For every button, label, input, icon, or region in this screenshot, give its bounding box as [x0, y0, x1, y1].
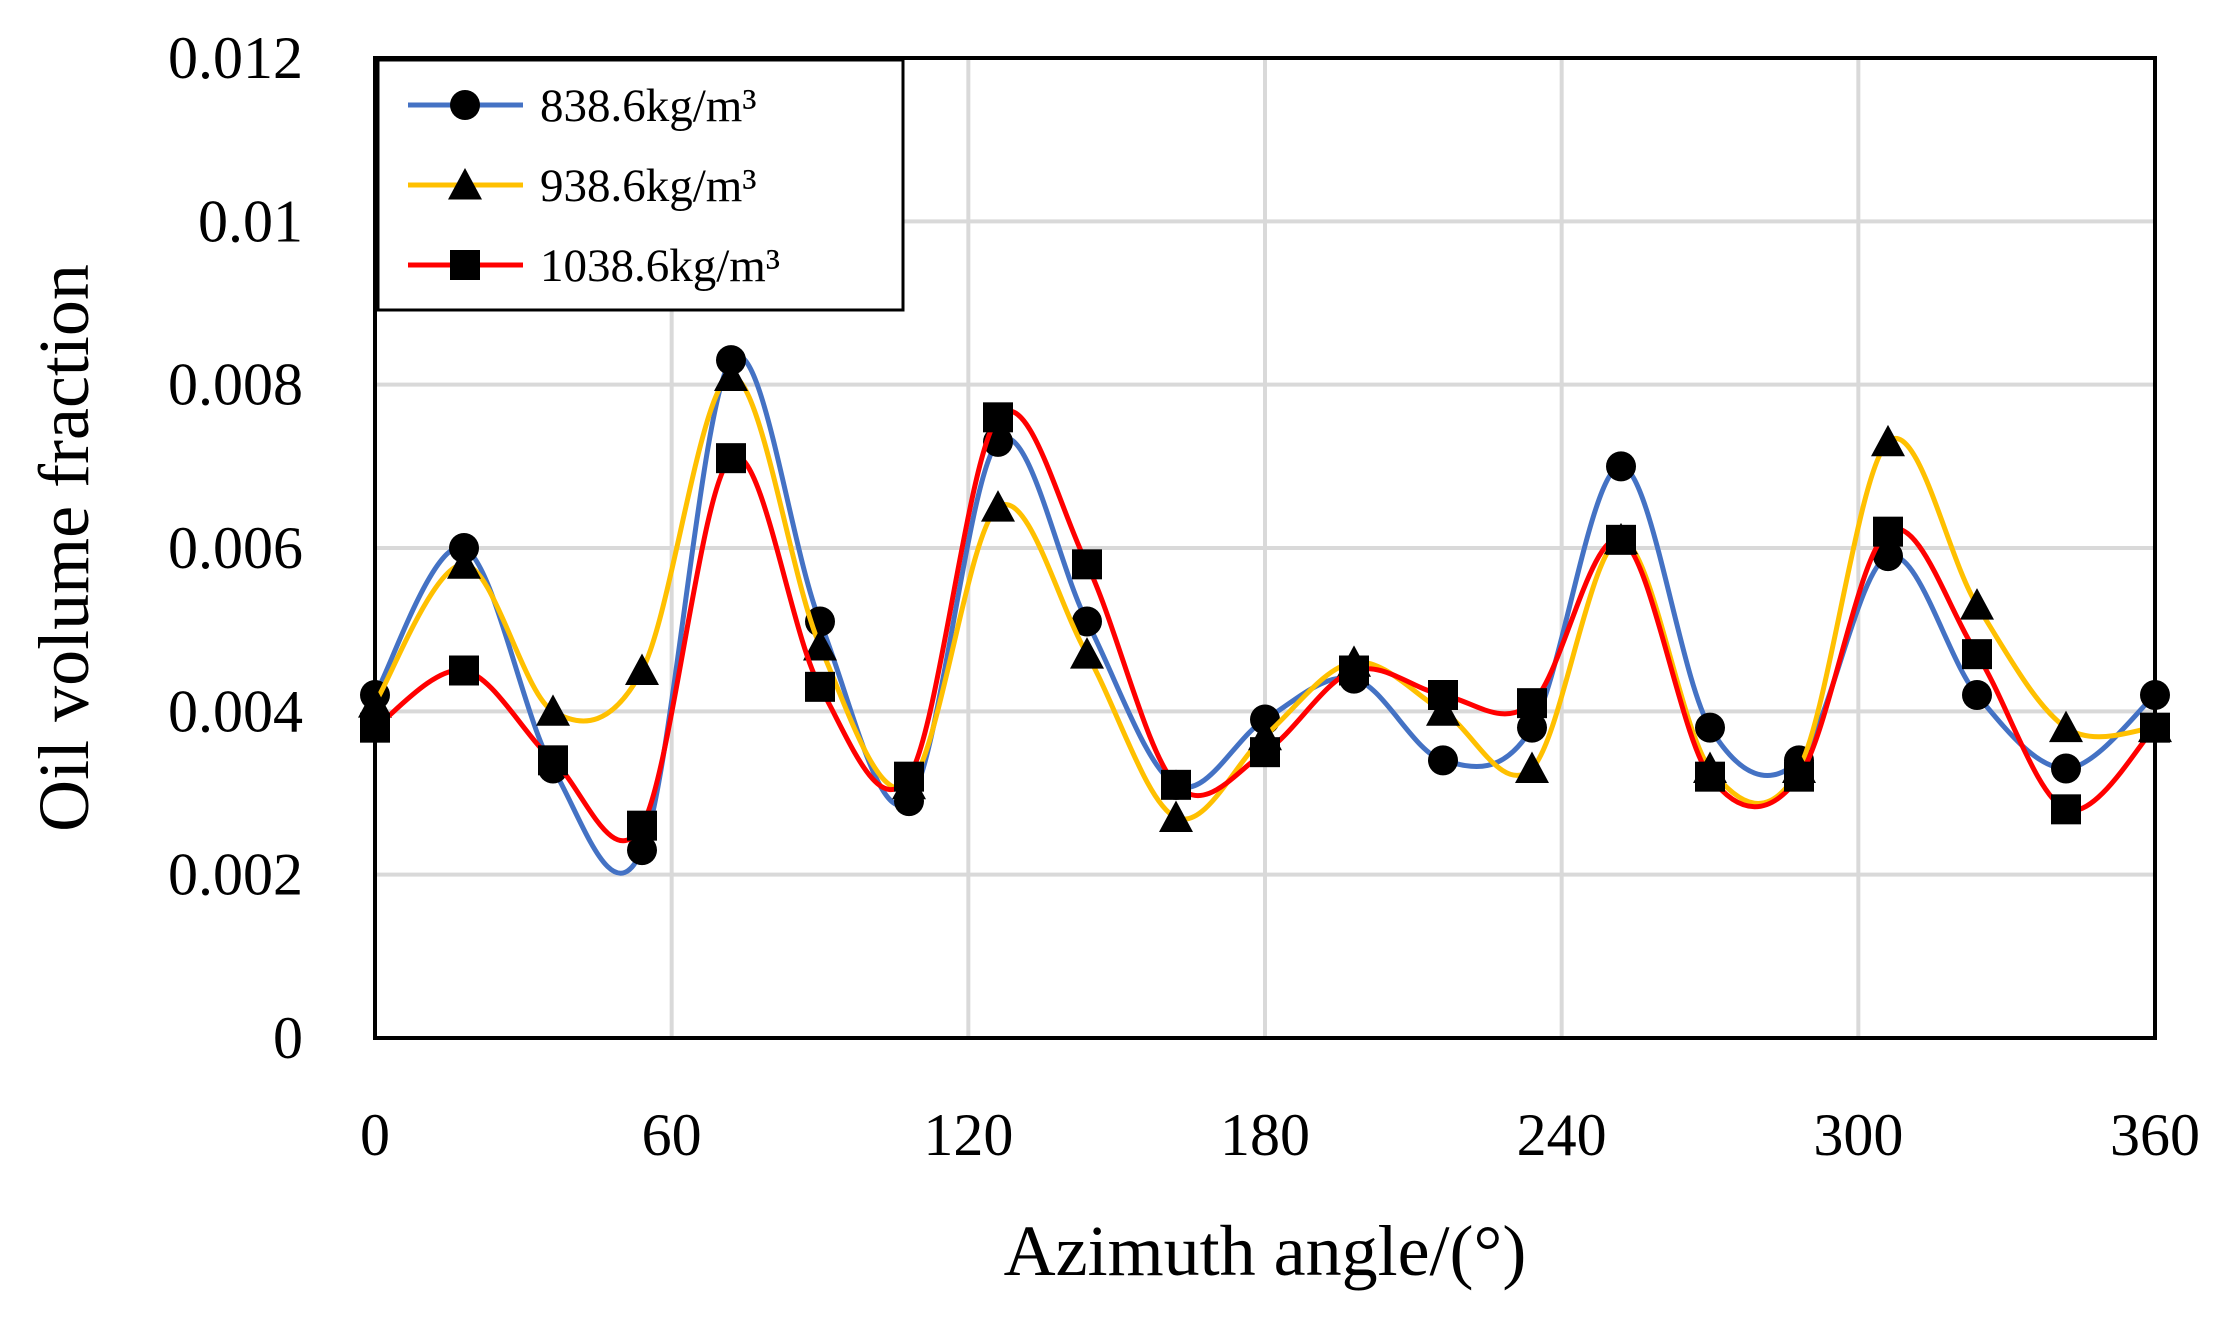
- data-point-square: [983, 402, 1013, 433]
- data-point-triangle: [1070, 637, 1104, 669]
- x-tick-label: 0: [360, 1102, 390, 1168]
- x-axis-title: Azimuth angle/(°): [1004, 1211, 1527, 1291]
- data-point-triangle: [1871, 424, 1905, 457]
- data-point-square: [627, 810, 657, 841]
- data-point-circle: [1873, 541, 1903, 572]
- data-point-circle: [1962, 680, 1992, 710]
- data-point-triangle: [2049, 710, 2083, 743]
- data-point-circle: [1695, 712, 1725, 743]
- data-point-square: [449, 655, 479, 686]
- plot-frame: [373, 56, 2157, 1040]
- data-point-triangle: [803, 629, 837, 661]
- y-tick-label: 0: [273, 1005, 303, 1071]
- data-point-triangle: [1159, 800, 1193, 832]
- legend-item: 938.6kg/m³: [408, 160, 756, 212]
- legend-label: 1038.6kg/m³: [540, 240, 780, 292]
- legend-marker-triangle: [448, 168, 482, 200]
- legend-marker-circle: [450, 90, 480, 120]
- y-tick-label: 0.012: [168, 25, 303, 91]
- y-tick-label: 0.008: [168, 352, 303, 418]
- data-point-square: [1428, 680, 1458, 710]
- x-tick-label: 60: [642, 1102, 702, 1168]
- data-point-triangle: [714, 359, 748, 391]
- x-tick-label: 300: [1813, 1102, 1903, 1168]
- data-point-triangle: [1960, 588, 1994, 620]
- data-point-square: [538, 745, 568, 776]
- data-point-square: [1517, 688, 1547, 719]
- series-square: [360, 402, 2170, 844]
- series-line: [373, 408, 2157, 844]
- legend-item: 838.6kg/m³: [408, 80, 756, 132]
- data-point-circle: [1606, 451, 1636, 482]
- data-point-square: [1339, 655, 1369, 686]
- y-tick-label: 0.01: [198, 188, 303, 254]
- data-point-triangle: [536, 694, 570, 726]
- x-tick-label: 180: [1220, 1102, 1310, 1168]
- legend-label: 838.6kg/m³: [540, 80, 756, 132]
- series-layer: [358, 345, 2172, 876]
- data-point-square: [805, 671, 835, 702]
- legend-marker-square: [450, 250, 480, 280]
- x-tick-label: 360: [2110, 1102, 2200, 1168]
- data-point-square: [894, 761, 924, 792]
- data-point-triangle: [1515, 751, 1549, 783]
- y-tick-label: 0.004: [168, 678, 303, 744]
- data-point-square: [1873, 516, 1903, 547]
- data-point-square: [1784, 761, 1814, 792]
- data-point-square: [1962, 639, 1992, 670]
- data-point-triangle: [447, 547, 481, 579]
- data-point-circle: [627, 835, 657, 866]
- x-tick-label: 240: [1517, 1102, 1607, 1168]
- data-point-square: [1606, 524, 1636, 555]
- y-axis-title: Oil volume fraction: [24, 264, 104, 832]
- data-point-circle: [1428, 745, 1458, 776]
- data-point-circle: [2051, 753, 2081, 784]
- tick-layer: 0 0.002 0.004 0.006 0.008 0.01 0.012 0 60 120 180 2…: [168, 25, 2200, 1168]
- data-point-square: [716, 443, 746, 474]
- data-point-square: [2051, 794, 2081, 825]
- legend: 838.6kg/m³ 938.6kg/m³ 1038.6kg/m³: [376, 58, 905, 312]
- y-tick-label: 0.006: [168, 515, 303, 581]
- legend-item: 1038.6kg/m³: [408, 240, 780, 292]
- data-point-square: [1250, 737, 1280, 768]
- data-point-square: [1072, 549, 1102, 580]
- data-point-square: [1161, 769, 1191, 800]
- x-tick-label: 120: [923, 1102, 1013, 1168]
- data-point-triangle: [1426, 694, 1460, 726]
- data-point-circle: [1517, 712, 1547, 743]
- y-tick-label: 0.002: [168, 842, 303, 908]
- data-point-triangle: [625, 653, 659, 685]
- data-point-circle: [1072, 606, 1102, 637]
- series-line: [372, 374, 2156, 822]
- legend-label: 938.6kg/m³: [540, 160, 756, 212]
- data-point-triangle: [981, 490, 1015, 522]
- data-point-square: [1695, 761, 1725, 792]
